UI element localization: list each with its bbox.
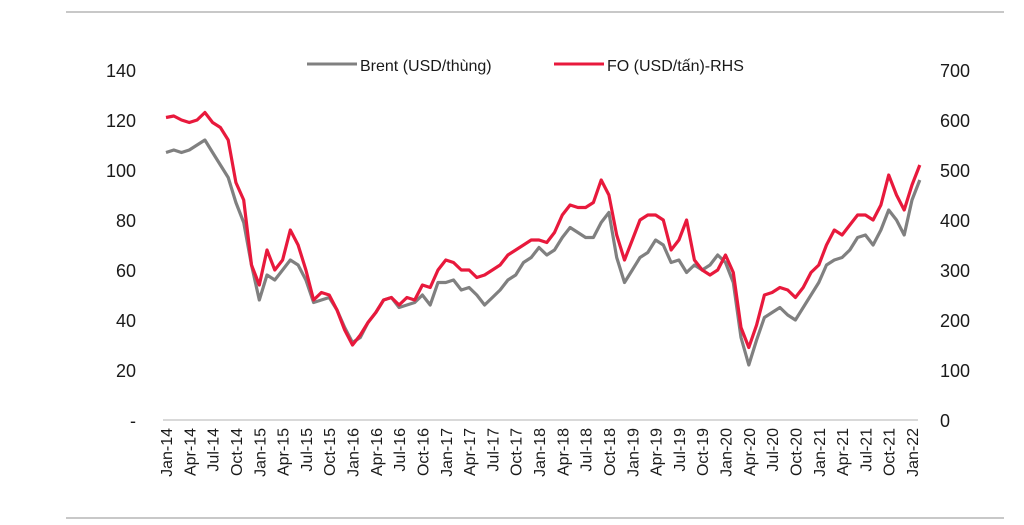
x-tick-label: Jan-15 [252,428,269,477]
x-tick-label: Jul-17 [485,428,502,472]
x-tick-label: Jan-16 [346,428,363,477]
x-tick-label: Jul-16 [392,428,409,472]
x-tick-label: Jul-15 [299,428,316,472]
x-tick-label: Jan-17 [439,428,456,477]
y-tick-right: 100 [940,361,970,381]
x-tick-label: Oct-16 [415,428,432,476]
y-tick-left: 40 [116,311,136,331]
x-tick-label: Oct-15 [322,428,339,476]
x-tick-label: Apr-18 [555,428,572,476]
x-tick-label: Oct-20 [788,428,805,476]
x-tick-label: Oct-14 [229,428,246,476]
y-tick-left: 140 [106,61,136,81]
y-tick-left: 20 [116,361,136,381]
y-tick-right: 200 [940,311,970,331]
legend: Brent (USD/thùng) FO (USD/tấn)-RHS [307,58,744,75]
top-rule [66,11,1004,13]
x-tick-label: Jan-18 [532,428,549,477]
x-tick-label: Oct-17 [509,428,526,476]
x-tick-label: Apr-17 [462,428,479,476]
x-tick-label: Jul-20 [765,428,782,472]
x-axis-labels: Jan-14 Apr-14 Jul-14 Oct-14 Jan-15 Apr-15 Jul-… [159,428,922,477]
x-tick-label: Apr-16 [369,428,386,476]
x-tick-label: Apr-15 [276,428,293,476]
y-axis-right: 0 100 200 300 400 500 600 700 [940,61,970,431]
x-tick-label: Jan-14 [159,428,176,477]
y-tick-left: 120 [106,111,136,131]
x-tick-label: Jan-19 [625,428,642,477]
series-lines [165,110,922,367]
y-tick-right: 500 [940,161,970,181]
y-tick-left: 100 [106,161,136,181]
y-tick-right: 700 [940,61,970,81]
y-tick-right: 0 [940,411,950,431]
y-tick-right: 400 [940,211,970,231]
x-tick-label: Jan-20 [719,428,736,477]
x-tick-label: Oct-19 [695,428,712,476]
x-tick-label: Apr-21 [835,428,852,476]
bottom-rule [66,517,1004,519]
x-tick-label: Jul-21 [858,428,875,472]
x-tick-label: Jul-19 [672,428,689,472]
y-tick-right: 600 [940,111,970,131]
y-tick-left: 60 [116,261,136,281]
x-tick-label: Jul-14 [206,428,223,472]
y-tick-right: 300 [940,261,970,281]
x-tick-label: Apr-19 [649,428,666,476]
x-tick-label: Jul-18 [579,428,596,472]
legend-fo-label: FO (USD/tấn)-RHS [607,58,744,75]
x-tick-label: Apr-14 [182,428,199,476]
legend-brent-label: Brent (USD/thùng) [360,58,492,75]
y-tick-left: - [130,411,136,431]
x-tick-label: Oct-21 [882,428,899,476]
x-tick-label: Jan-21 [812,428,829,477]
x-tick-label: Oct-18 [602,428,619,476]
y-tick-left: 80 [116,211,136,231]
y-axis-left: - 20 40 60 80 100 120 140 [106,61,136,431]
x-tick-label: Jan-22 [905,428,922,477]
fo-series-line [165,110,922,350]
x-tick-label: Apr-20 [742,428,759,476]
brent-series-line [165,138,922,367]
